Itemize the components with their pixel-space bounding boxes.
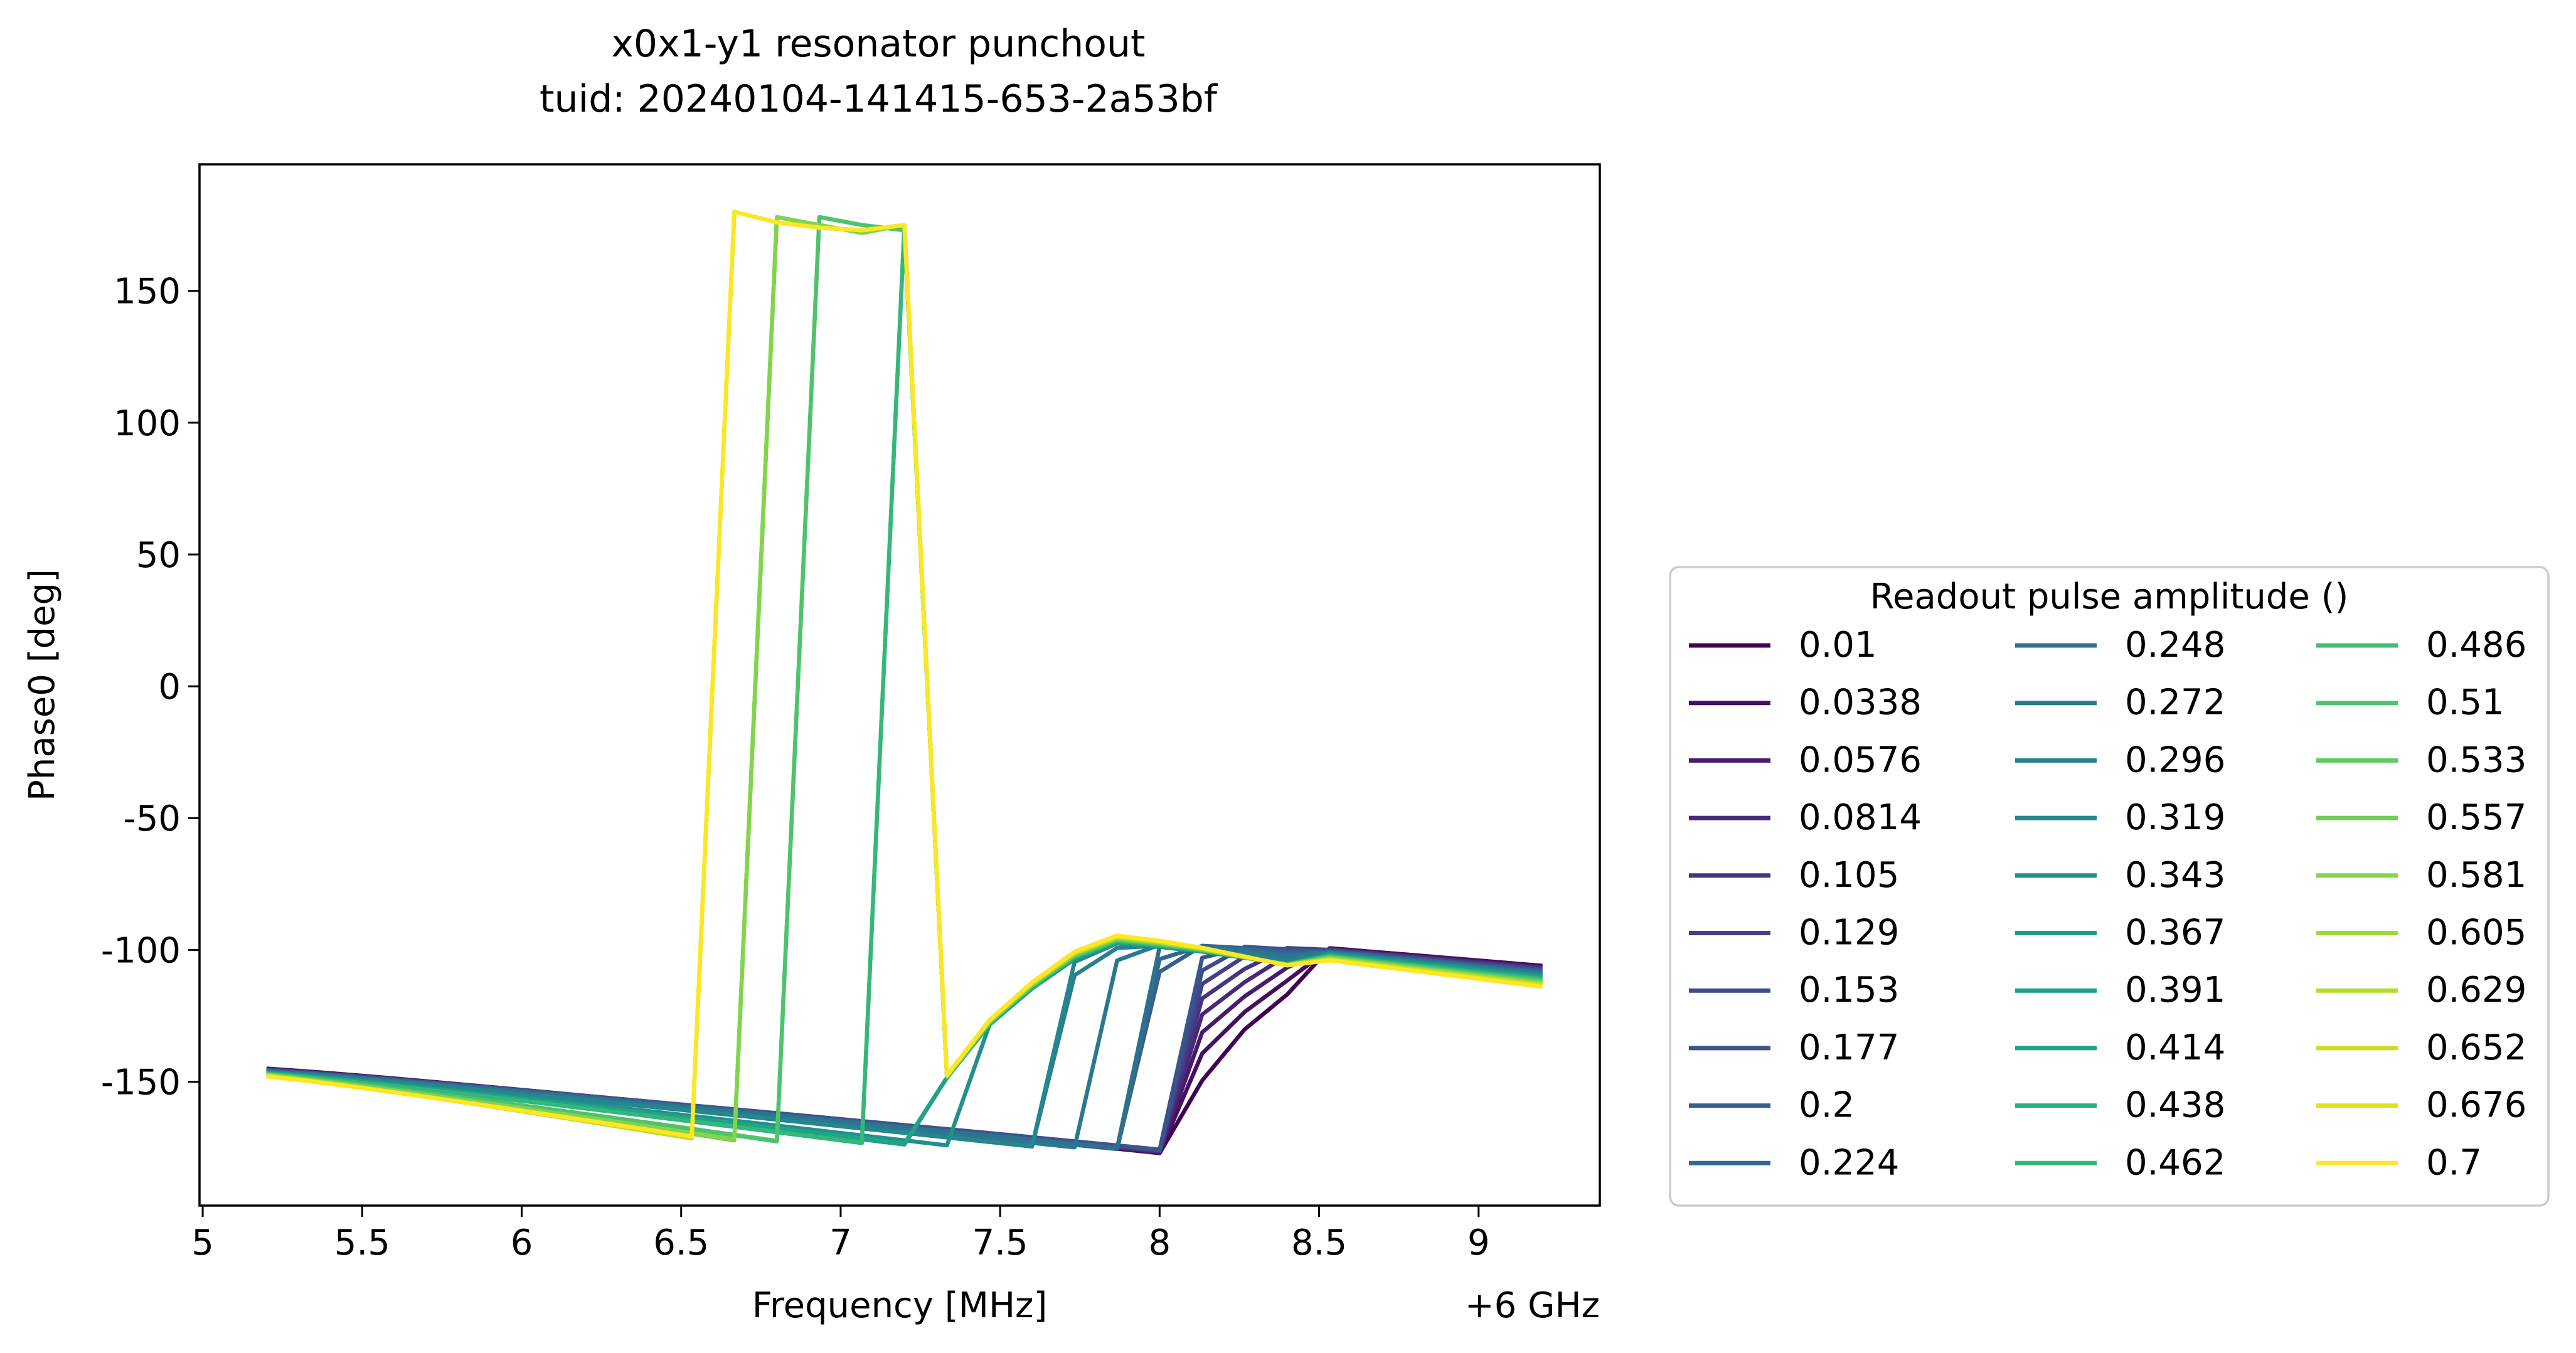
legend-label: 0.129: [1799, 913, 1899, 953]
legend-label: 0.391: [2125, 970, 2225, 1011]
legend-label: 0.272: [2125, 682, 2225, 723]
legend-label: 0.557: [2426, 797, 2526, 838]
legend: Readout pulse amplitude () 0.010.03380.0…: [1669, 566, 2550, 1207]
y-tick-label: 100: [114, 403, 181, 444]
legend-label: 0.438: [2125, 1085, 2225, 1126]
y-tick-label: -50: [124, 799, 181, 839]
chart-title-line2: tuid: 20240104-141415-653-2a53bf: [540, 77, 1218, 121]
legend-label: 0.296: [2125, 740, 2225, 780]
legend-title: Readout pulse amplitude (): [1870, 576, 2349, 617]
legend-label: 0.319: [2125, 797, 2225, 838]
legend-label: 0.2: [1799, 1085, 1855, 1126]
legend-label: 0.605: [2426, 913, 2526, 953]
x-tick-label: 8: [1149, 1223, 1171, 1263]
legend-label: 0.676: [2426, 1085, 2526, 1126]
legend-label: 0.533: [2426, 740, 2526, 780]
legend-entries: 0.01 0.0338 0.0576 0.0814 0.105 0.129 0.153 0.1…: [1689, 625, 2526, 1183]
y-axis-ticks: 150 100 50 0 -50 -100 -150: [101, 272, 200, 1103]
legend-label: 0.0338: [1799, 682, 1922, 723]
x-tick-label: 8.5: [1291, 1223, 1347, 1263]
legend-label: 0.248: [2125, 625, 2225, 666]
y-tick-label: -150: [101, 1062, 181, 1103]
legend-label: 0.51: [2426, 682, 2504, 723]
y-tick-label: -100: [101, 930, 181, 971]
chart-title-line1: x0x1-y1 resonator punchout: [611, 22, 1145, 66]
y-tick-label: 50: [136, 535, 181, 576]
legend-label: 0.0576: [1799, 740, 1922, 780]
plot-lines: [266, 210, 1543, 1155]
legend-label: 0.01: [1799, 625, 1877, 666]
x-tick-label: 9: [1467, 1223, 1490, 1263]
x-axis-offset-label: +6 GHz: [1465, 1285, 1600, 1326]
legend-label: 0.629: [2426, 970, 2526, 1011]
series-line-0.7: [266, 210, 1543, 1138]
x-tick-label: 5.5: [334, 1223, 390, 1263]
legend-label: 0.153: [1799, 970, 1899, 1011]
x-tick-label: 6: [511, 1223, 533, 1263]
legend-label: 0.224: [1799, 1142, 1899, 1183]
x-axis-label: Frequency [MHz]: [752, 1285, 1048, 1326]
x-axis-ticks: 5 5.5 6 6.5 7 7.5 8 8.5 9: [191, 1206, 1490, 1263]
legend-label: 0.177: [1799, 1027, 1899, 1068]
plot-frame: [198, 163, 1601, 1207]
legend-label: 0.462: [2125, 1142, 2225, 1183]
x-tick-label: 7: [829, 1223, 852, 1263]
y-tick-label: 0: [158, 667, 181, 708]
legend-label: 0.414: [2125, 1027, 2225, 1068]
x-tick-label: 7.5: [972, 1223, 1028, 1263]
legend-label: 0.105: [1799, 855, 1899, 896]
legend-label: 0.652: [2426, 1027, 2526, 1068]
x-tick-label: 6.5: [653, 1223, 709, 1263]
x-tick-label: 5: [191, 1223, 214, 1263]
legend-label: 0.7: [2426, 1142, 2482, 1183]
legend-label: 0.367: [2125, 913, 2225, 953]
legend-label: 0.343: [2125, 855, 2225, 896]
legend-label: 0.486: [2426, 625, 2526, 666]
legend-label: 0.581: [2426, 855, 2526, 896]
y-axis-label: Phase0 [deg]: [22, 569, 63, 801]
y-tick-label: 150: [114, 272, 181, 312]
legend-label: 0.0814: [1799, 797, 1922, 838]
